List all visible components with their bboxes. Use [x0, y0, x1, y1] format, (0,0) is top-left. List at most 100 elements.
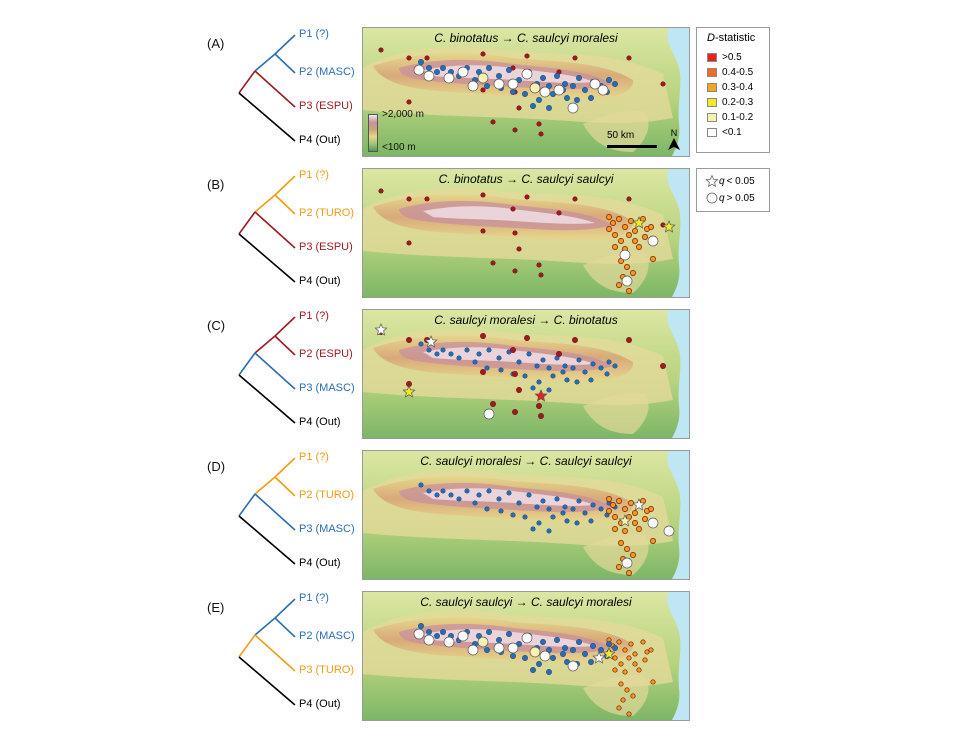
test-circle	[539, 86, 551, 98]
population-point	[546, 387, 552, 393]
tree-branch	[238, 515, 296, 565]
population-point	[536, 403, 542, 409]
population-point	[626, 711, 632, 717]
significant-test-star	[424, 335, 438, 348]
population-point	[418, 341, 424, 347]
population-point	[610, 502, 616, 508]
population-point	[650, 256, 656, 262]
population-point	[490, 401, 496, 407]
population-point	[522, 373, 528, 379]
tree-tip-label: P1 (?)	[299, 451, 329, 463]
map-title: C. saulcyi saulcyi → C. saulcyi moralesi	[420, 595, 632, 609]
population-point	[484, 506, 490, 512]
legend-bin: 0.1-0.2	[707, 111, 753, 123]
elevation-high-label: >2,000 m	[382, 109, 424, 120]
population-point	[406, 240, 412, 246]
population-point	[496, 73, 502, 79]
population-point	[562, 504, 568, 510]
population-point	[546, 365, 552, 371]
tree-tip-label: P4 (Out)	[299, 698, 341, 710]
tree-tip-label: P2 (MASC)	[299, 630, 355, 642]
population-point	[606, 214, 612, 220]
map-title: C. saulcyi moralesi → C. saulcyi saulcyi	[420, 454, 632, 468]
test-circle	[663, 525, 675, 537]
population-point	[490, 260, 496, 266]
population-point	[538, 131, 544, 137]
test-circle	[413, 64, 425, 76]
population-point	[434, 69, 440, 75]
significant-test-star	[632, 216, 646, 229]
population-point	[562, 81, 568, 87]
population-point	[626, 196, 632, 202]
population-point	[424, 55, 430, 61]
population-point	[616, 282, 622, 288]
figure-panel: (C) P1 (?) P2 (ESPU) P3 (MASC) P4 (Out) C. sa…	[0, 309, 980, 449]
population-point	[540, 75, 546, 81]
population-point	[642, 516, 648, 522]
tree-branch	[238, 374, 296, 424]
population-point	[576, 75, 582, 81]
population-point	[650, 538, 656, 544]
population-point	[622, 528, 628, 534]
tree-branch	[274, 53, 296, 74]
population-point	[582, 651, 588, 657]
population-point	[496, 496, 502, 502]
tree-branch	[238, 233, 296, 283]
population-point	[626, 232, 632, 238]
population-point	[498, 367, 504, 373]
test-circle	[621, 557, 633, 569]
panel-letter: (C)	[207, 318, 226, 333]
population-point	[574, 97, 580, 103]
population-point	[632, 238, 638, 244]
population-point	[590, 643, 596, 649]
population-point	[524, 194, 530, 200]
test-circle	[619, 249, 631, 261]
significance-row: q > 0.05	[705, 192, 755, 204]
population-point	[588, 518, 594, 524]
population-point	[526, 492, 532, 498]
population-point	[616, 639, 622, 645]
population-point	[534, 363, 540, 369]
population-point	[612, 526, 618, 532]
north-label: N	[670, 128, 678, 138]
population-point	[534, 504, 540, 510]
population-point	[576, 498, 582, 504]
phylogenetic-tree: P1 (?) P2 (ESPU) P3 (MASC) P4 (Out)	[235, 309, 365, 449]
population-point	[560, 369, 566, 375]
significant-test-star	[592, 651, 606, 664]
test-circle	[443, 72, 455, 84]
population-point	[434, 351, 440, 357]
test-circle	[413, 628, 425, 640]
tree-branch	[238, 493, 256, 517]
population-point	[622, 224, 628, 230]
population-point	[496, 355, 502, 361]
population-point	[626, 288, 632, 294]
population-point	[480, 192, 486, 198]
population-point	[650, 679, 656, 685]
tree-branch	[254, 352, 296, 390]
tree-tip-label: P3 (MASC)	[299, 523, 355, 535]
population-point	[588, 377, 594, 383]
population-point	[632, 651, 638, 657]
population-point	[618, 540, 624, 546]
population-point	[624, 687, 630, 693]
population-point	[606, 226, 612, 232]
population-point	[564, 518, 570, 524]
tree-branch	[274, 617, 296, 638]
figure-panel: (D) P1 (?) P2 (TURO) P3 (MASC) P4 (Out) C. sa…	[0, 450, 980, 590]
test-circle	[477, 636, 489, 648]
population-point	[486, 629, 492, 635]
population-point	[612, 655, 618, 661]
tree-tip-label: P4 (Out)	[299, 134, 341, 146]
population-point	[550, 655, 556, 661]
population-point	[606, 77, 612, 83]
panel-letter: (E)	[207, 600, 225, 615]
phylogenetic-tree: P1 (?) P2 (TURO) P3 (ESPU) P4 (Out)	[235, 168, 365, 308]
population-point	[644, 649, 650, 655]
population-point	[576, 357, 582, 363]
map: C. saulcyi saulcyi → C. saulcyi moralesi	[362, 591, 690, 721]
population-point	[626, 655, 632, 661]
population-point	[516, 387, 522, 393]
population-point	[378, 188, 384, 194]
legend-swatch	[707, 112, 717, 122]
